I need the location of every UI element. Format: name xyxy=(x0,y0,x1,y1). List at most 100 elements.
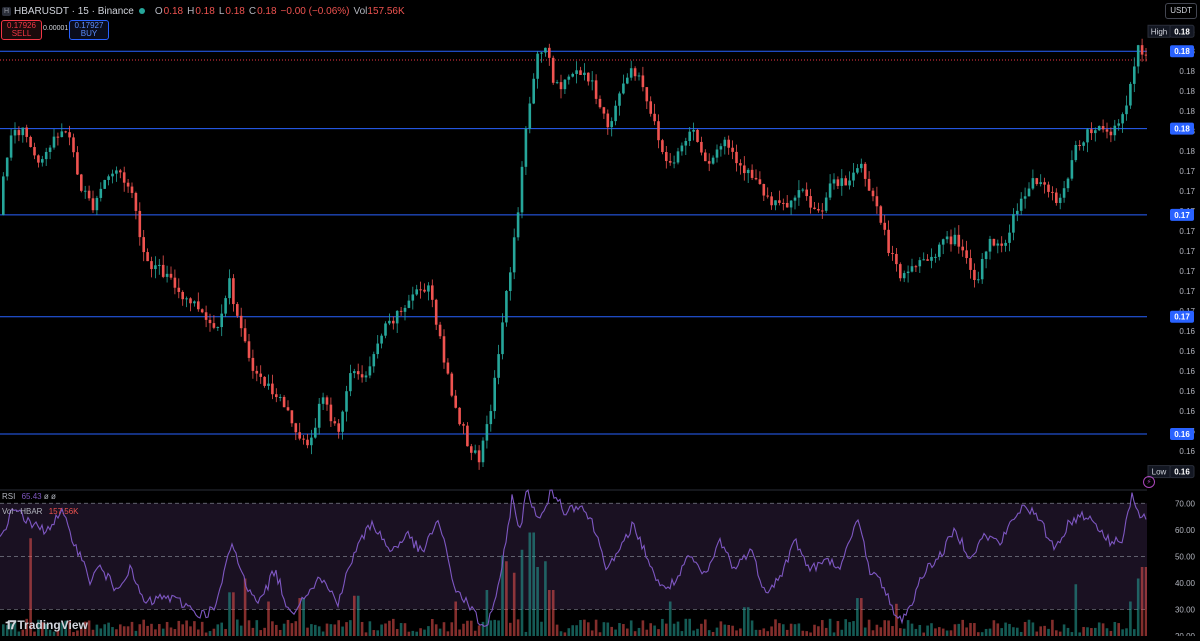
low-value: 0.18 xyxy=(225,5,245,17)
candle xyxy=(844,178,847,186)
candle xyxy=(637,75,641,77)
volume-bar xyxy=(21,629,25,636)
volume-bar xyxy=(161,628,165,636)
volume-bar xyxy=(462,623,465,636)
volume-bar xyxy=(372,630,376,636)
volume-bar xyxy=(1094,627,1097,636)
volume-bar xyxy=(516,619,520,636)
candle xyxy=(895,253,898,265)
candle xyxy=(684,141,688,146)
candle xyxy=(984,251,988,260)
volume-bar xyxy=(450,622,454,636)
volume-bar xyxy=(1016,627,1019,636)
open-label: O xyxy=(154,5,163,17)
volume-bar xyxy=(119,624,122,636)
candle xyxy=(930,256,933,261)
volume-bar xyxy=(965,627,968,636)
volume-bar xyxy=(548,590,551,636)
candle xyxy=(996,243,1000,246)
volume-bar xyxy=(1047,628,1050,636)
volume-bar xyxy=(883,620,886,636)
volume-bar xyxy=(684,618,688,636)
candle xyxy=(774,200,777,206)
volume-bar xyxy=(770,626,773,636)
volume-bar xyxy=(980,632,984,636)
volume-bar xyxy=(1051,619,1054,636)
candle xyxy=(5,157,9,177)
volume-bar xyxy=(821,620,824,636)
candle xyxy=(501,322,504,355)
candle xyxy=(41,159,44,163)
candle xyxy=(910,266,914,272)
candle xyxy=(575,70,578,74)
volume-bar xyxy=(1078,632,1081,636)
volume-bar xyxy=(1082,626,1085,636)
volume-bar xyxy=(493,619,496,636)
volume-bar xyxy=(25,618,28,636)
candle xyxy=(80,174,83,191)
candle xyxy=(485,424,489,441)
volume-bar xyxy=(76,630,79,636)
candle xyxy=(21,127,25,136)
candle xyxy=(1027,188,1031,197)
volume-bar xyxy=(661,618,664,636)
volume-bar xyxy=(134,630,138,636)
candle xyxy=(934,256,937,258)
volume-bar xyxy=(610,626,613,636)
candle xyxy=(294,423,298,433)
volume-bar xyxy=(1136,578,1140,636)
volume-bar xyxy=(766,631,769,636)
volume-bar xyxy=(236,619,239,636)
candle xyxy=(317,403,321,428)
lightning-icon[interactable]: ⚡ xyxy=(1143,476,1155,488)
buy-button[interactable]: 0.17927 BUY xyxy=(69,20,109,40)
candle xyxy=(1140,45,1144,55)
candle xyxy=(750,169,754,178)
volume-bar xyxy=(255,620,259,636)
candle xyxy=(649,101,652,114)
candle xyxy=(173,277,177,288)
volume-legend[interactable]: Vol · HBAR 157.56K xyxy=(2,507,79,516)
candle xyxy=(836,179,840,186)
volume-bar xyxy=(481,621,485,636)
candle xyxy=(411,294,415,301)
candle xyxy=(353,371,356,374)
candle xyxy=(341,411,344,432)
volume-bar xyxy=(497,620,500,636)
volume-bar xyxy=(197,629,200,636)
candle xyxy=(657,121,660,141)
level-price-tag xyxy=(1170,122,1194,135)
candle xyxy=(879,206,883,223)
volume-bar xyxy=(1117,623,1120,636)
volume-bar xyxy=(739,628,742,636)
candle xyxy=(446,362,450,374)
volume-bar xyxy=(579,620,582,636)
candle xyxy=(645,87,649,102)
candle xyxy=(239,315,243,329)
volume-bar xyxy=(1043,625,1046,636)
candle xyxy=(676,151,680,163)
candle xyxy=(169,273,173,278)
candle xyxy=(1113,125,1117,136)
currency-selector[interactable]: USDT xyxy=(1165,3,1197,19)
volume-bar xyxy=(56,630,60,636)
candle xyxy=(1031,178,1035,189)
candle xyxy=(1097,126,1101,131)
sell-button[interactable]: 0.17926 SELL xyxy=(1,20,42,40)
rsi-legend[interactable]: RSI 65.43 ø ø xyxy=(2,492,56,501)
volume-bar xyxy=(727,624,730,636)
volume-bar xyxy=(72,632,75,636)
price-tick-label: 0.18 xyxy=(1179,87,1195,96)
volume-bar xyxy=(844,619,847,636)
volume-bar xyxy=(44,624,48,636)
high-price-tag xyxy=(1169,24,1195,38)
volume-bar xyxy=(938,627,941,636)
volume-bar xyxy=(302,598,305,636)
candle xyxy=(251,357,255,371)
candle xyxy=(481,440,485,463)
symbol-title[interactable]: HBARUSDT · 15 · Binance xyxy=(14,5,134,17)
low-price-text: 0.16 xyxy=(1174,468,1190,477)
candle xyxy=(563,79,567,90)
